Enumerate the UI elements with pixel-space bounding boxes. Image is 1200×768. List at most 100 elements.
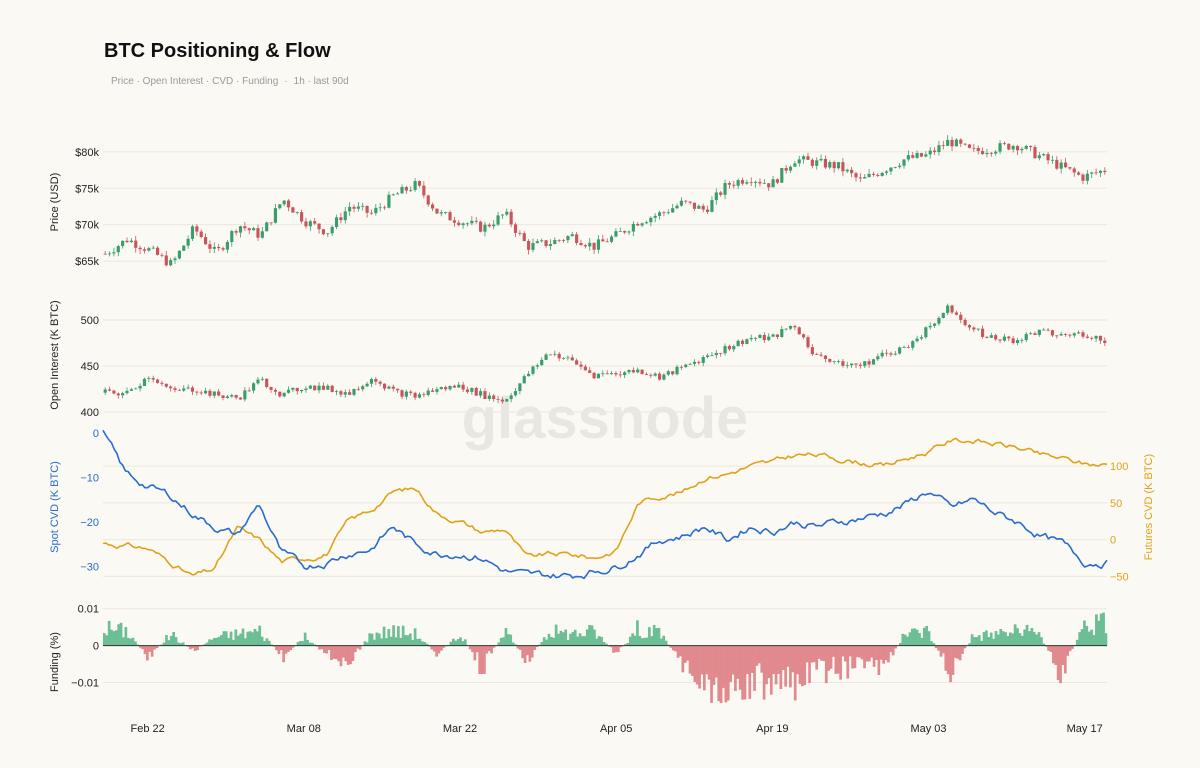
funding-bar — [1006, 636, 1010, 646]
funding-bar — [368, 633, 372, 646]
price-candle — [880, 172, 884, 176]
funding-bar — [1061, 645, 1065, 666]
funding-bar — [349, 645, 352, 665]
price-candle — [819, 158, 823, 161]
spot-cvd-tick-label: −20 — [80, 517, 99, 529]
funding-bar — [695, 645, 699, 685]
funding-bar — [392, 625, 395, 646]
funding-bar — [186, 645, 190, 647]
funding-bar — [301, 641, 305, 646]
open_interest-candle — [186, 387, 190, 389]
open_interest-candle — [758, 334, 762, 338]
price-candle — [217, 246, 221, 249]
funding-bar — [581, 636, 584, 646]
funding-bar — [452, 638, 455, 646]
funding-bar — [179, 643, 183, 646]
open_interest-candle — [352, 388, 356, 395]
funding-bar — [478, 645, 481, 674]
price-candle — [793, 163, 797, 167]
price-candle — [1085, 173, 1089, 181]
price-candle — [898, 165, 902, 168]
funding-bar — [325, 645, 329, 654]
price-candle — [391, 194, 395, 196]
open_interest-candle — [810, 347, 814, 355]
price-candle — [1046, 154, 1050, 161]
funding-bar — [126, 637, 130, 646]
open_interest-candle — [378, 381, 382, 384]
funding-bar — [287, 645, 290, 652]
funding-bar — [167, 640, 171, 646]
funding-bar — [999, 629, 1003, 646]
open_interest-candle — [365, 383, 369, 387]
futures-cvd-axis-label: Futures CVD (K BTC) — [1143, 454, 1155, 560]
funding-bar — [322, 645, 326, 653]
price-candle — [732, 184, 736, 186]
price-candle — [553, 239, 557, 245]
funding-bar — [755, 645, 759, 666]
funding-bar — [342, 645, 345, 658]
open_interest-candle — [867, 361, 871, 365]
funding-bar — [365, 642, 369, 646]
open_interest-candle — [295, 387, 299, 392]
price-candle — [155, 247, 160, 255]
funding-bar — [583, 636, 587, 646]
price-candle — [902, 159, 906, 166]
price-candle — [225, 241, 229, 250]
funding-bar — [815, 645, 819, 670]
open_interest-candle — [134, 388, 138, 390]
funding-bar — [961, 645, 964, 654]
price-candle — [321, 229, 326, 235]
spot-cvd-axis-label: Spot CVD (K BTC) — [49, 461, 61, 553]
funding-bar — [411, 639, 415, 646]
open_interest-candle — [762, 334, 766, 341]
funding-bar — [521, 645, 525, 659]
price-candle — [850, 169, 854, 174]
y-tick-label: −0.01 — [71, 677, 99, 689]
open_interest-candle — [740, 340, 745, 344]
x-tick-label: Apr 05 — [600, 723, 632, 735]
funding-bar — [925, 625, 929, 646]
price-candle — [221, 248, 225, 250]
price-candle — [195, 226, 199, 232]
funding-bar — [385, 638, 388, 646]
price-candle — [998, 143, 1002, 152]
funding-bar — [779, 645, 783, 690]
price-candle — [623, 231, 627, 233]
price-candle — [452, 220, 456, 223]
funding-bar — [638, 636, 642, 646]
price-candle — [352, 206, 356, 209]
x-tick-label: May 03 — [910, 723, 946, 735]
funding-bar — [808, 645, 811, 683]
price-candle — [509, 211, 513, 225]
open_interest-candle — [1029, 333, 1033, 335]
funding-bar — [1037, 632, 1041, 646]
price-candle — [409, 189, 413, 191]
open_interest-candle — [400, 390, 404, 397]
open_interest-candle — [579, 364, 583, 367]
price-candle — [234, 231, 238, 233]
open_interest-candle — [553, 353, 557, 355]
funding-bar — [700, 645, 704, 675]
funding-bar — [210, 639, 214, 646]
open_interest-candle — [557, 353, 561, 359]
funding-bar — [774, 645, 778, 685]
funding-bar — [346, 645, 350, 665]
open_interest-candle — [902, 347, 906, 348]
open_interest-candle — [793, 326, 797, 328]
x-tick-label: May 17 — [1067, 723, 1103, 735]
funding-bar — [114, 630, 118, 646]
price-candle — [247, 228, 251, 231]
price-candle — [911, 155, 915, 158]
price-candle — [230, 231, 234, 242]
funding-bar — [227, 637, 230, 646]
price-candle — [924, 154, 928, 157]
funding-bar — [134, 641, 137, 646]
price-candle — [653, 215, 657, 218]
open_interest-candle — [142, 378, 147, 386]
funding-bar — [863, 645, 866, 669]
price-candle — [531, 243, 535, 250]
funding-bar — [906, 636, 909, 646]
funding-bar — [1013, 624, 1017, 646]
funding-bar — [1080, 629, 1084, 646]
price-candle — [208, 244, 212, 249]
